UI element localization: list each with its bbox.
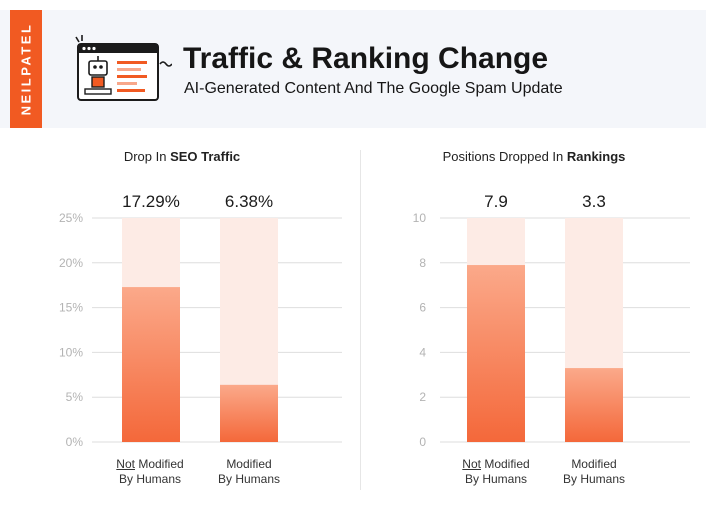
y-tick-label: 0 — [419, 435, 426, 449]
y-tick-label: 5% — [66, 390, 84, 404]
category-label-not-modified-2: Not Modified By Humans — [462, 457, 530, 486]
y-tick-label: 4 — [419, 345, 426, 359]
data-label: 6.38% — [225, 192, 273, 211]
bar — [122, 287, 180, 442]
data-label: 3.3 — [582, 192, 606, 211]
category-label-modified-2: Modified By Humans — [562, 457, 626, 486]
y-tick-label: 15% — [59, 301, 83, 315]
brand-tab — [10, 10, 42, 128]
y-tick-label: 8 — [419, 256, 426, 270]
bar — [467, 265, 525, 442]
chart-title-rankings: Positions Dropped In Rankings — [442, 149, 626, 164]
page-subtitle: AI-Generated Content And The Google Spam… — [184, 80, 563, 97]
data-label: 17.29% — [122, 192, 180, 211]
y-tick-label: 0% — [66, 435, 84, 449]
bar — [565, 368, 623, 442]
category-label-modified-1: Modified By Humans — [217, 457, 281, 486]
y-tick-label: 10 — [413, 211, 427, 225]
data-label: 7.9 — [484, 192, 508, 211]
y-tick-label: 25% — [59, 211, 83, 225]
category-label-not-modified-1: Not Modified By Humans — [116, 457, 184, 486]
page-title: Traffic & Ranking Change — [183, 42, 549, 75]
y-tick-label: 6 — [419, 301, 426, 315]
y-tick-label: 2 — [419, 390, 426, 404]
chart-title-seo-traffic: Drop In SEO Traffic — [123, 149, 241, 164]
y-tick-label: 20% — [59, 256, 83, 270]
bar — [220, 384, 278, 442]
y-tick-label: 10% — [59, 345, 83, 359]
robot-browser-icon — [75, 35, 172, 101]
chart-divider — [360, 150, 361, 490]
